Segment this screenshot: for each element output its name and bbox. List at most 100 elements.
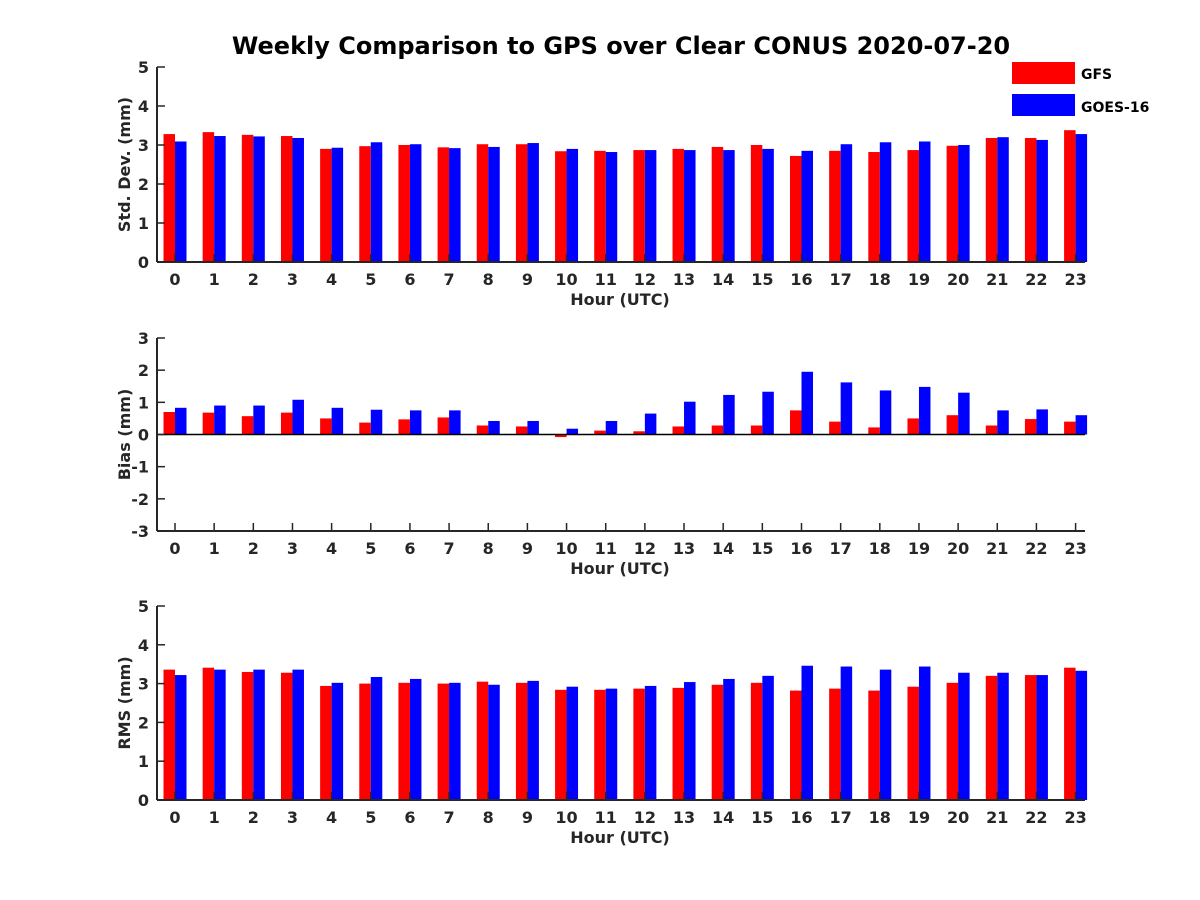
bar-gfs-hour-3 [280, 136, 293, 262]
bar-goes16-hour-16 [801, 665, 813, 800]
bar-gfs-hour-17 [829, 150, 841, 262]
y-tick-label: 5 [138, 58, 149, 77]
legend: GFS GOES-16 [1012, 62, 1149, 116]
x-tick-label: 7 [444, 808, 455, 827]
x-tick-label: 0 [169, 270, 180, 289]
bar-goes16-hour-17 [840, 144, 853, 262]
bar-gfs-hour-5 [359, 683, 371, 800]
bar-goes16-hour-23 [1075, 134, 1088, 262]
x-tick-label: 10 [555, 808, 577, 827]
x-tick-label: 21 [986, 808, 1008, 827]
x-tick-label: 5 [365, 270, 376, 289]
bar-goes16-hour-19 [918, 386, 931, 435]
x-tick-label: 12 [634, 539, 656, 558]
x-tick-label: 10 [555, 270, 577, 289]
x-tick-label: 20 [947, 808, 969, 827]
bar-goes16-hour-22 [1036, 675, 1048, 800]
bar-goes16-hour-2 [253, 136, 265, 262]
x-tick-label: 6 [404, 808, 415, 827]
bar-goes16-hour-20 [958, 145, 970, 262]
bar-gfs-hour-17 [829, 421, 841, 435]
y-tick-label: 4 [138, 97, 149, 116]
x-tick-label: 2 [248, 539, 259, 558]
x-tick-label: 3 [287, 808, 298, 827]
x-tick-label: 12 [634, 270, 656, 289]
bar-gfs-hour-23 [1064, 667, 1076, 800]
x-tick-label: 17 [830, 808, 852, 827]
bar-gfs-hour-0 [163, 134, 175, 262]
bar-gfs-hour-8 [476, 425, 489, 435]
x-tick-label: 9 [522, 539, 533, 558]
x-tick-label: 4 [326, 270, 337, 289]
y-axis-label: RMS (mm) [115, 656, 134, 749]
bar-gfs-hour-23 [1064, 421, 1076, 435]
bar-gfs-hour-18 [868, 690, 880, 800]
bar-goes16-hour-8 [488, 420, 500, 435]
bar-gfs-hour-7 [437, 417, 450, 435]
x-tick-label: 9 [522, 270, 533, 289]
bar-goes16-hour-14 [723, 394, 735, 435]
bar-goes16-hour-21 [997, 137, 1009, 262]
bar-goes16-hour-11 [605, 420, 618, 435]
bar-goes16-hour-10 [566, 428, 579, 435]
y-tick-label: 3 [138, 675, 149, 694]
bar-goes16-hour-0 [175, 407, 187, 435]
x-tick-label: 1 [209, 808, 220, 827]
x-tick-label: 19 [908, 539, 930, 558]
bar-goes16-hour-2 [253, 405, 265, 435]
y-tick-label: 3 [138, 136, 149, 155]
y-tick-label: 3 [138, 329, 149, 348]
bar-gfs-hour-4 [320, 418, 332, 435]
bar-gfs-hour-17 [829, 688, 841, 800]
x-tick-label: 20 [947, 270, 969, 289]
bar-goes16-hour-17 [840, 382, 853, 435]
x-tick-label: 18 [869, 808, 891, 827]
x-tick-label: 23 [1064, 808, 1086, 827]
bar-goes16-hour-9 [527, 420, 539, 435]
bar-gfs-hour-16 [790, 410, 802, 435]
bar-goes16-hour-18 [879, 390, 892, 435]
bar-goes16-hour-11 [605, 152, 618, 262]
y-tick-label: 0 [138, 253, 149, 272]
x-tick-label: 2 [248, 270, 259, 289]
bar-gfs-hour-10 [555, 689, 567, 800]
bar-gfs-hour-11 [594, 150, 606, 262]
bar-gfs-hour-10 [555, 434, 567, 438]
legend-swatch-goes16 [1012, 94, 1075, 116]
bar-gfs-hour-0 [163, 669, 175, 800]
bar-gfs-hour-5 [359, 422, 371, 435]
y-axis-label: Bias (mm) [115, 389, 134, 481]
bar-gfs-hour-19 [907, 150, 919, 262]
bar-gfs-hour-8 [476, 144, 489, 262]
bar-goes16-hour-9 [527, 143, 539, 262]
bar-gfs-hour-0 [163, 411, 175, 435]
x-axis-label: Hour (UTC) [570, 559, 670, 578]
x-tick-label: 13 [673, 539, 695, 558]
y-tick-label: 2 [138, 361, 149, 380]
bar-gfs-hour-12 [633, 688, 645, 800]
bar-gfs-hour-18 [868, 427, 880, 435]
x-tick-label: 16 [790, 270, 812, 289]
x-tick-label: 8 [483, 539, 494, 558]
x-tick-label: 16 [790, 808, 812, 827]
bar-goes16-hour-3 [292, 399, 304, 435]
bar-gfs-hour-4 [320, 148, 332, 262]
bar-goes16-hour-7 [449, 410, 461, 435]
bar-goes16-hour-19 [918, 666, 931, 800]
bar-goes16-hour-16 [801, 371, 813, 435]
bar-gfs-hour-19 [907, 686, 919, 800]
x-tick-label: 13 [673, 808, 695, 827]
bar-gfs-hour-20 [946, 415, 959, 435]
x-tick-label: 14 [712, 808, 734, 827]
x-tick-label: 22 [1025, 539, 1047, 558]
bar-goes16-hour-6 [409, 144, 422, 262]
bar-goes16-hour-5 [370, 142, 383, 262]
bar-goes16-hour-7 [449, 682, 461, 800]
bar-gfs-hour-23 [1064, 130, 1076, 262]
bar-gfs-hour-19 [907, 418, 919, 435]
y-tick-label: -3 [131, 522, 149, 541]
bar-gfs-hour-7 [437, 683, 450, 800]
x-tick-label: 7 [444, 539, 455, 558]
